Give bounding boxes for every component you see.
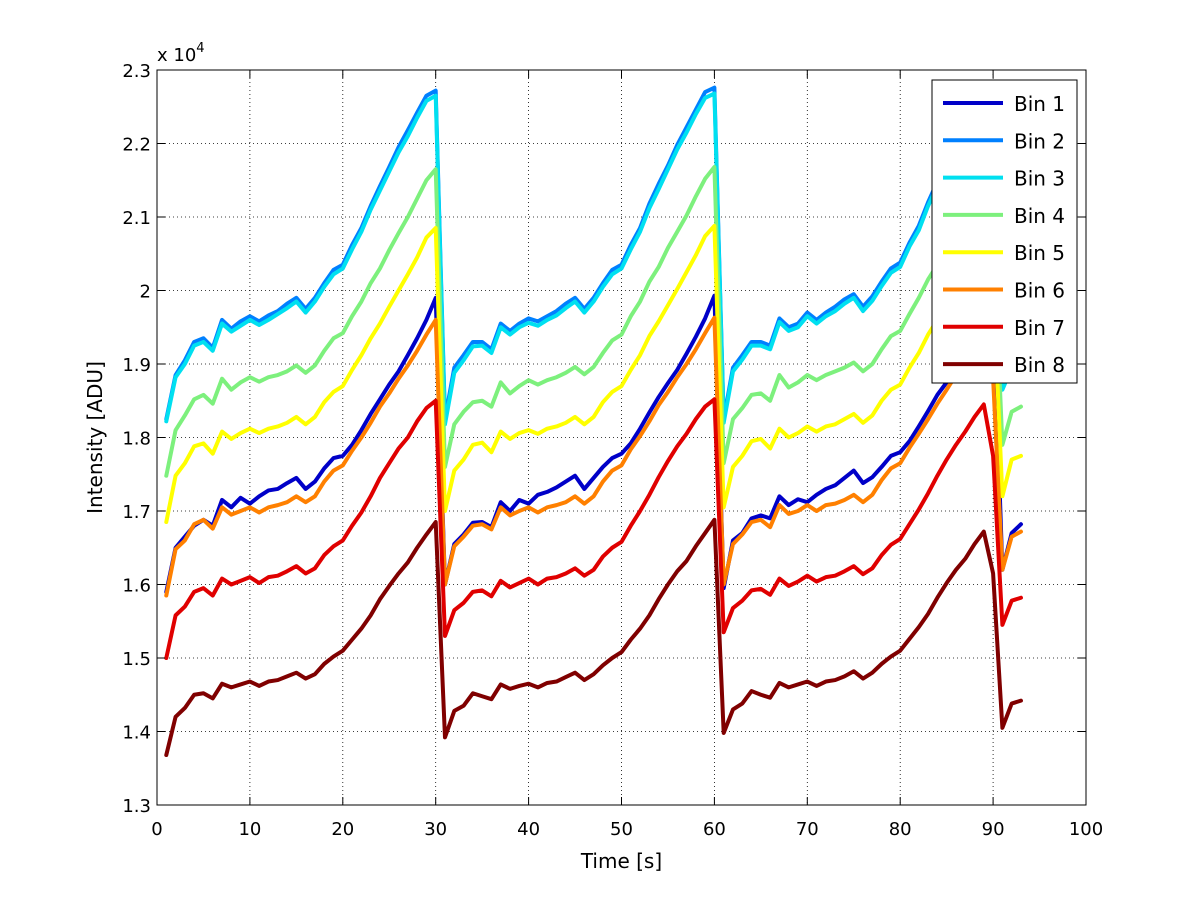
y-tick-label: 2.2 <box>122 135 151 156</box>
x-tick-label: 20 <box>331 819 354 840</box>
series-line-bin-4 <box>164 165 1023 478</box>
y-tick-label: 1.4 <box>122 723 151 744</box>
legend-label-bin-4: Bin 4 <box>1014 204 1065 228</box>
legend-label-bin-1: Bin 1 <box>1014 92 1065 116</box>
x-tick-label: 50 <box>610 819 633 840</box>
y-tick-label: 1.6 <box>122 576 151 597</box>
x-tick-label: 70 <box>796 819 819 840</box>
x-tick-label: 30 <box>424 819 447 840</box>
y-multiplier-exponent: 4 <box>196 41 204 56</box>
legend-label-bin-8: Bin 8 <box>1014 353 1065 377</box>
y-tick-labels: 1.3 1.4 1.5 1.6 1.7 1.8 1.9 2 2.1 2.2 2.3 <box>122 61 151 817</box>
x-tick-labels: 0 10 20 30 40 50 60 70 80 90 100 <box>151 819 1103 840</box>
axis-ticks <box>156 69 1087 806</box>
y-tick-label: 1.5 <box>122 649 151 670</box>
legend: Bin 1 Bin 2 Bin 3 Bin 4 Bin 5 Bin 6 Bin 7 Bin 8 <box>931 79 1078 384</box>
series-line-bin-3 <box>164 91 1023 427</box>
legend-entries: Bin 1 Bin 2 Bin 3 Bin 4 Bin 5 Bin 6 Bin 7 Bin 8 <box>943 92 1065 377</box>
x-tick-label: 60 <box>703 819 726 840</box>
x-tick-label: 90 <box>982 819 1005 840</box>
legend-box <box>931 79 1078 384</box>
y-tick-label: 1.3 <box>122 796 151 817</box>
series-lines <box>164 85 1023 758</box>
x-tick-label: 40 <box>517 819 540 840</box>
legend-label-bin-2: Bin 2 <box>1014 129 1065 153</box>
y-tick-label: 2 <box>140 282 151 303</box>
legend-label-bin-5: Bin 5 <box>1014 241 1065 265</box>
legend-label-bin-7: Bin 7 <box>1014 316 1065 340</box>
x-tick-label: 10 <box>238 819 261 840</box>
x-tick-label: 80 <box>889 819 912 840</box>
x-axis-label: Time [s] <box>580 849 662 873</box>
y-axis-label: Intensity [ADU] <box>83 361 107 514</box>
legend-label-bin-3: Bin 3 <box>1014 167 1065 191</box>
y-tick-label: 1.7 <box>122 502 151 523</box>
legend-label-bin-6: Bin 6 <box>1014 279 1065 303</box>
series-line-bin-6 <box>164 315 1023 598</box>
y-tick-label: 2.1 <box>122 208 151 229</box>
y-tick-label: 1.9 <box>122 355 151 376</box>
y-multiplier: x 104 <box>157 41 205 66</box>
series-line-bin-8 <box>164 517 1023 758</box>
y-multiplier-base: x 10 <box>157 45 196 66</box>
series-line-bin-5 <box>164 223 1023 525</box>
x-tick-label: 100 <box>1069 819 1103 840</box>
y-tick-label: 1.8 <box>122 429 151 450</box>
x-tick-label: 0 <box>151 819 162 840</box>
series-line-bin-7 <box>164 397 1023 660</box>
series-line-bin-1 <box>164 293 1023 594</box>
y-tick-label: 2.3 <box>122 61 151 82</box>
